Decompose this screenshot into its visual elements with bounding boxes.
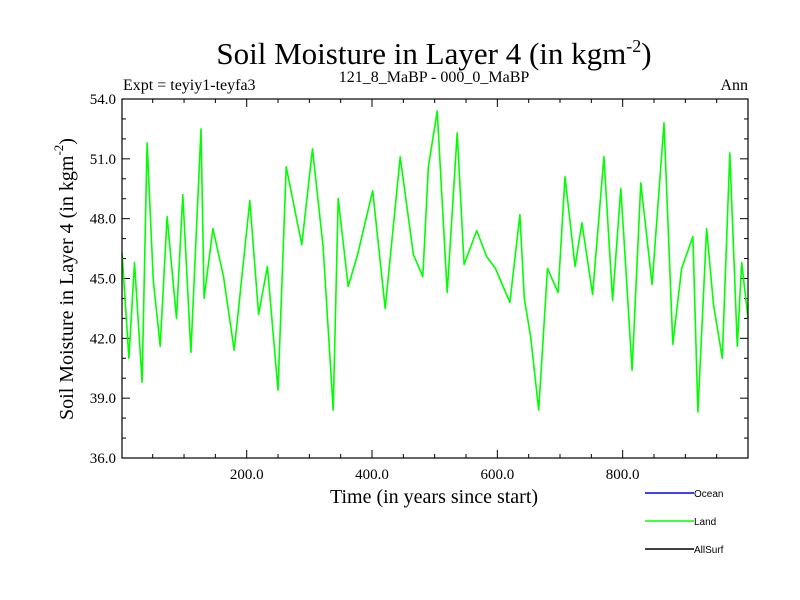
- y-tick-label: 48.0: [90, 212, 116, 228]
- x-tick-label: 200.0: [230, 467, 264, 483]
- y-axis-label: Soil Moisture in Layer 4 (in kgm-2): [51, 138, 78, 420]
- x-tick-label: 400.0: [355, 467, 389, 483]
- x-axis-label: Time (in years since start): [330, 486, 538, 508]
- subtitle-right: Ann: [720, 77, 748, 94]
- y-tick-label: 42.0: [90, 331, 116, 347]
- chart-title: Soil Moisture in Layer 4 (in kgm-2): [216, 36, 651, 71]
- y-axis-ticks: 36.0 39.0 42.0 45.0 48.0 51.0 54.0: [90, 92, 748, 467]
- legend-label-allsurf: AllSurf: [694, 545, 724, 556]
- series-line-land: [121, 110, 749, 413]
- y-tick-label: 39.0: [90, 391, 116, 407]
- x-tick-label: 800.0: [606, 467, 640, 483]
- plot-series: [121, 110, 749, 413]
- legend-label-ocean: Ocean: [694, 489, 723, 500]
- x-axis-ticks: 200.0 400.0 600.0 800.0: [152, 99, 718, 483]
- subtitle-left: Expt = teyiy1-teyfa3: [123, 77, 256, 94]
- y-tick-label: 45.0: [90, 272, 116, 288]
- y-tick-label: 51.0: [90, 152, 116, 168]
- subtitle-center: 121_8_MaBP - 000_0_MaBP: [339, 69, 530, 86]
- plot-frame: [121, 98, 749, 459]
- legend-label-land: Land: [694, 517, 716, 528]
- legend: Ocean Land AllSurf: [645, 489, 724, 556]
- y-tick-label: 36.0: [90, 451, 116, 467]
- y-tick-label: 54.0: [90, 92, 116, 108]
- x-tick-label: 600.0: [480, 467, 514, 483]
